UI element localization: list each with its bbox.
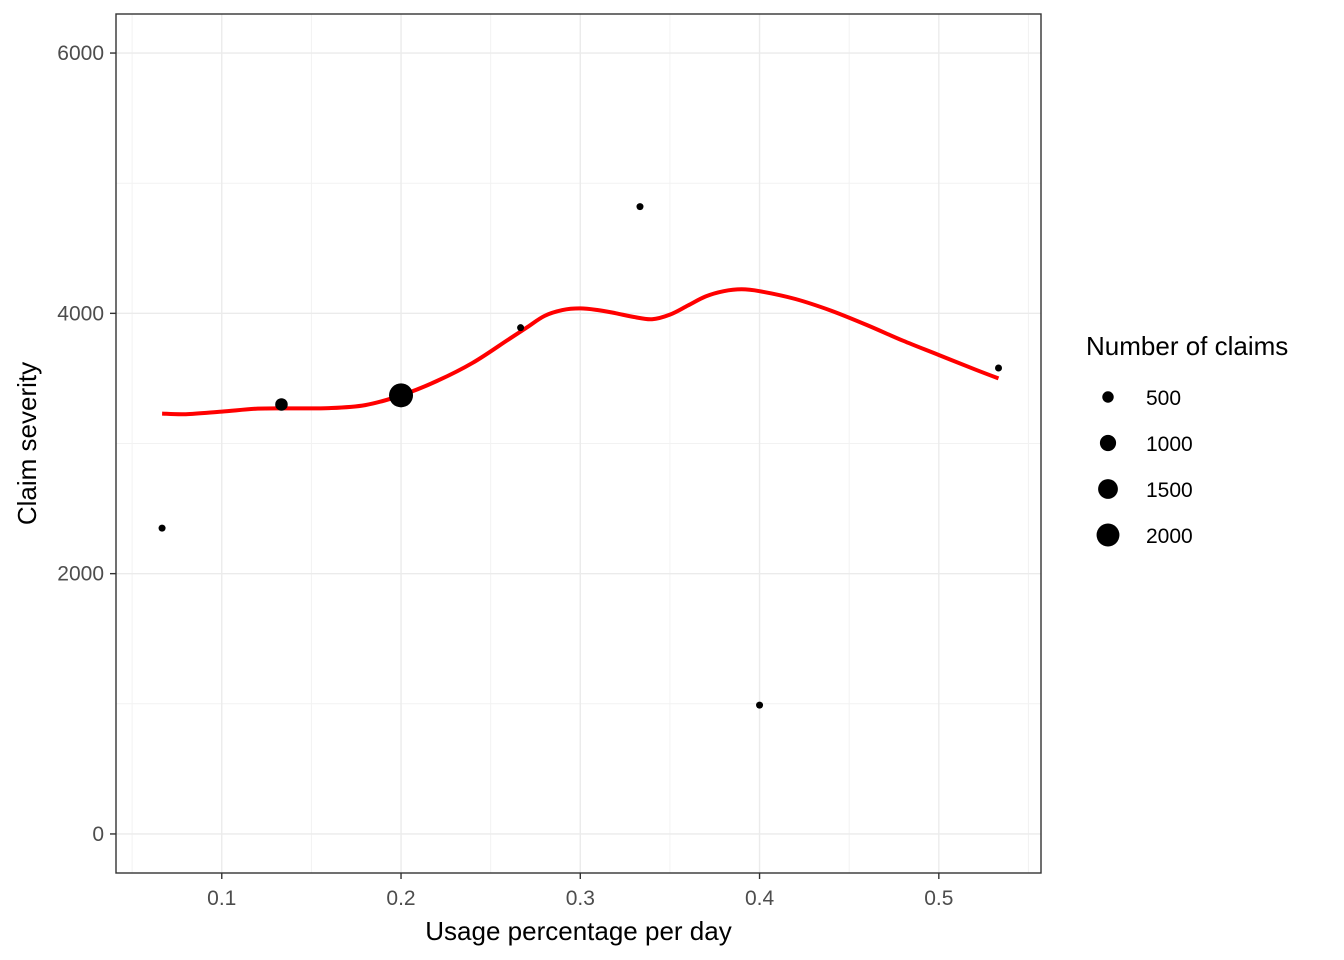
data-point	[275, 398, 288, 411]
legend-label: 1500	[1146, 479, 1193, 502]
smooth-line-layer	[162, 287, 1000, 417]
minor-gridlines	[116, 14, 1041, 873]
x-axis-title: Usage percentage per day	[425, 916, 731, 946]
legend: Number of claims 500 1000 1500 2000	[1086, 331, 1288, 548]
legend-key	[1099, 434, 1117, 452]
x-tick-label: 0.1	[207, 887, 236, 910]
legend-key	[1098, 479, 1118, 499]
x-tick-label: 0.2	[386, 887, 415, 910]
y-tick-label: 0	[92, 823, 104, 846]
smooth-line	[162, 287, 1000, 417]
legend-label: 2000	[1146, 525, 1193, 548]
legend-title: Number of claims	[1086, 331, 1288, 361]
y-tick-label: 6000	[57, 42, 104, 65]
x-tick-label: 0.5	[924, 887, 953, 910]
data-point	[158, 524, 166, 532]
y-tick-label: 2000	[57, 563, 104, 586]
major-gridlines	[116, 14, 1041, 873]
data-point	[756, 701, 764, 709]
legend-key	[1096, 523, 1120, 547]
points-layer	[158, 203, 1003, 709]
panel-border	[115, 13, 1042, 874]
x-axis: 0.1 0.2 0.3 0.4 0.5	[207, 873, 953, 910]
data-point	[636, 203, 644, 211]
data-point	[995, 364, 1003, 372]
y-axis: 0 2000 4000 6000	[57, 42, 116, 846]
legend-label: 500	[1146, 387, 1181, 410]
y-tick-label: 4000	[57, 302, 104, 325]
y-axis-title: Claim severity	[12, 362, 42, 525]
x-tick-label: 0.3	[566, 887, 595, 910]
legend-label: 1000	[1146, 433, 1193, 456]
x-tick-label: 0.4	[745, 887, 775, 910]
data-point	[517, 324, 525, 332]
legend-key	[1102, 391, 1114, 403]
data-point	[389, 383, 414, 408]
